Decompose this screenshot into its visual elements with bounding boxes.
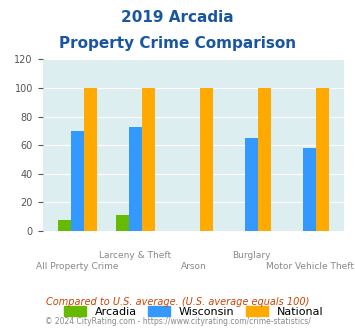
Bar — [200, 88, 213, 231]
Text: © 2024 CityRating.com - https://www.cityrating.com/crime-statistics/: © 2024 CityRating.com - https://www.city… — [45, 317, 310, 326]
Bar — [142, 88, 154, 231]
Text: Property Crime Comparison: Property Crime Comparison — [59, 36, 296, 51]
Bar — [316, 88, 329, 231]
Bar — [71, 131, 84, 231]
Bar — [303, 148, 316, 231]
Legend: Arcadia, Wisconsin, National: Arcadia, Wisconsin, National — [59, 302, 328, 321]
Text: All Property Crime: All Property Crime — [36, 262, 119, 272]
Bar — [258, 88, 271, 231]
Bar — [84, 88, 97, 231]
Text: Arson: Arson — [181, 262, 206, 272]
Text: Larceny & Theft: Larceny & Theft — [99, 251, 171, 260]
Bar — [129, 127, 142, 231]
Text: 2019 Arcadia: 2019 Arcadia — [121, 10, 234, 25]
Bar — [58, 219, 71, 231]
Text: Motor Vehicle Theft: Motor Vehicle Theft — [266, 262, 354, 272]
Text: Burglary: Burglary — [232, 251, 271, 260]
Bar — [245, 138, 258, 231]
Bar — [116, 215, 129, 231]
Text: Compared to U.S. average. (U.S. average equals 100): Compared to U.S. average. (U.S. average … — [46, 297, 309, 307]
